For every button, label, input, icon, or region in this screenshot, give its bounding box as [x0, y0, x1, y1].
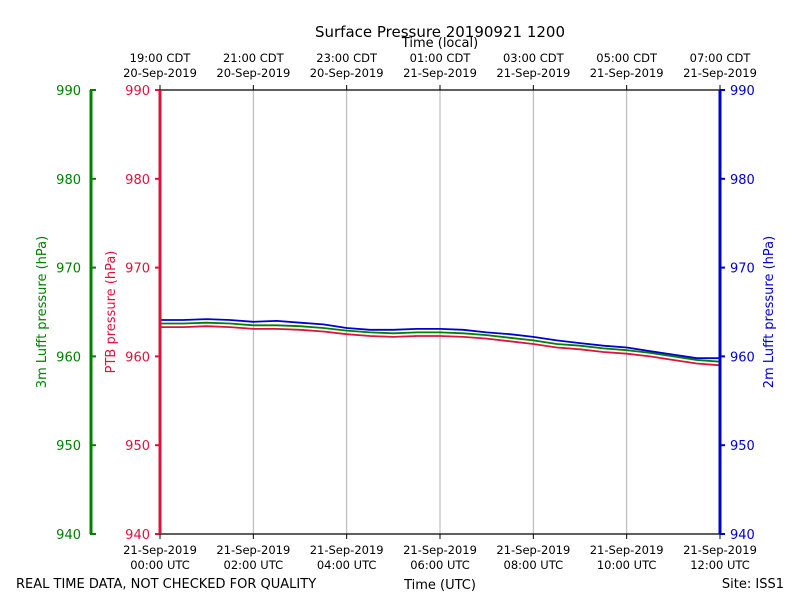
- top-tick-date: 21-Sep-2019: [590, 66, 664, 80]
- axes: [89, 89, 722, 535]
- left-inner-tick-label: 980: [125, 173, 150, 188]
- top-tick-time: 03:00 CDT: [503, 51, 565, 65]
- left-outer-tick-label: 960: [56, 350, 81, 365]
- right-tick-label: 970: [730, 262, 755, 277]
- chart-title: Surface Pressure 20190921 1200: [315, 23, 565, 41]
- top-tick-time: 19:00 CDT: [130, 51, 192, 65]
- bottom-tick-time: 06:00 UTC: [410, 558, 470, 572]
- top-tick-date: 21-Sep-2019: [403, 66, 477, 80]
- top-tick-date: 20-Sep-2019: [216, 66, 290, 80]
- series-group: [160, 318, 721, 367]
- left-outer-tick-label: 990: [56, 84, 81, 99]
- top-tick-time: 01:00 CDT: [410, 51, 472, 65]
- bottom-tick-time: 00:00 UTC: [130, 558, 190, 572]
- left-inner-tick-label: 950: [125, 439, 150, 454]
- bottom-tick-time: 10:00 UTC: [597, 558, 657, 572]
- series-line-right: [160, 318, 720, 360]
- bottom-tick-date: 21-Sep-2019: [496, 543, 570, 557]
- top-axis-label: Time (local): [401, 36, 478, 51]
- top-tick-time: 07:00 CDT: [690, 51, 752, 65]
- quality-disclaimer: REAL TIME DATA, NOT CHECKED FOR QUALITY: [16, 577, 316, 592]
- bottom-tick-date: 21-Sep-2019: [123, 543, 197, 557]
- ticks: 940 940 940 950 950 950 960 960 960 970 970 970 980 9…: [56, 51, 757, 572]
- bottom-axis-label: Time (UTC): [403, 578, 476, 593]
- left-outer-tick-label: 970: [56, 262, 81, 277]
- top-tick-time: 23:00 CDT: [316, 51, 378, 65]
- top-tick-date: 20-Sep-2019: [310, 66, 384, 80]
- left-inner-tick-label: 940: [125, 528, 150, 543]
- left-inner-tick-label: 960: [125, 350, 150, 365]
- bottom-tick-date: 21-Sep-2019: [310, 543, 384, 557]
- right-tick-label: 990: [730, 84, 755, 99]
- right-tick-label: 950: [730, 439, 755, 454]
- right-axis-label: 2m Lufft pressure (hPa): [762, 236, 777, 388]
- bottom-tick-date: 21-Sep-2019: [216, 543, 290, 557]
- left-outer-tick-label: 940: [56, 528, 81, 543]
- right-tick-label: 960: [730, 350, 755, 365]
- left-inner-tick-label: 990: [125, 84, 150, 99]
- top-tick-date: 21-Sep-2019: [496, 66, 570, 80]
- grid: [252, 90, 628, 534]
- bottom-tick-date: 21-Sep-2019: [683, 543, 757, 557]
- bottom-tick-time: 12:00 UTC: [690, 558, 750, 572]
- right-tick-label: 940: [730, 528, 755, 543]
- left-inner-axis-label: PTB pressure (hPa): [104, 251, 119, 374]
- bottom-tick-time: 04:00 UTC: [317, 558, 377, 572]
- bottom-tick-time: 08:00 UTC: [504, 558, 564, 572]
- left-outer-tick-label: 980: [56, 173, 81, 188]
- series-line-left_inner: [160, 325, 721, 367]
- top-tick-date: 21-Sep-2019: [683, 66, 757, 80]
- right-tick-label: 980: [730, 173, 755, 188]
- bottom-tick-date: 21-Sep-2019: [403, 543, 477, 557]
- left-outer-axis-label: 3m Lufft pressure (hPa): [35, 236, 50, 388]
- site-label: Site: ISS1: [722, 577, 784, 592]
- left-outer-tick-label: 950: [56, 439, 81, 454]
- bottom-tick-time: 02:00 UTC: [224, 558, 284, 572]
- top-tick-time: 21:00 CDT: [223, 51, 285, 65]
- left-inner-tick-label: 970: [125, 262, 150, 277]
- series-line-left_outer: [160, 321, 721, 363]
- top-tick-time: 05:00 CDT: [596, 51, 658, 65]
- bottom-tick-date: 21-Sep-2019: [590, 543, 664, 557]
- top-tick-date: 20-Sep-2019: [123, 66, 197, 80]
